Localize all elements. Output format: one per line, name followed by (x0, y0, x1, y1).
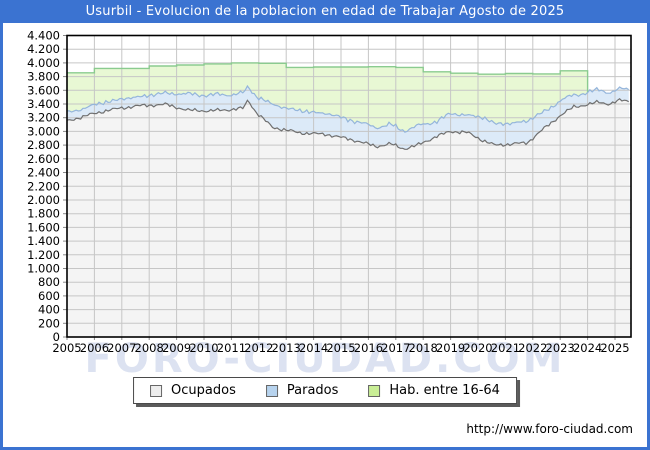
svg-text:2006: 2006 (80, 341, 109, 355)
svg-text:4.200: 4.200 (27, 42, 60, 56)
series-ocupados-line (66, 98, 629, 150)
population-area-chart: 02004006008001.0001.2001.4001.6001.8002.… (27, 29, 632, 355)
svg-text:2007: 2007 (107, 341, 136, 355)
svg-text:2005: 2005 (52, 341, 81, 355)
svg-text:200: 200 (38, 316, 60, 330)
svg-text:2024: 2024 (573, 341, 602, 355)
legend-item-hab-16-64: Hab. entre 16-64 (368, 383, 500, 398)
svg-text:2022: 2022 (518, 341, 547, 355)
legend-swatch-ocupados (150, 384, 163, 397)
svg-text:2.200: 2.200 (27, 179, 60, 193)
svg-text:2020: 2020 (463, 341, 492, 355)
svg-text:2014: 2014 (299, 341, 328, 355)
footer-link[interactable]: http://www.foro-ciudad.com (466, 422, 633, 436)
svg-text:4.000: 4.000 (27, 56, 60, 70)
svg-text:2.400: 2.400 (27, 166, 60, 180)
svg-text:2.800: 2.800 (27, 138, 60, 152)
svg-text:4.400: 4.400 (27, 29, 60, 43)
svg-text:400: 400 (38, 303, 60, 317)
svg-text:2008: 2008 (135, 341, 164, 355)
plot-border (66, 34, 632, 338)
svg-text:3.200: 3.200 (27, 111, 60, 125)
legend-label-ocupados: Ocupados (171, 383, 236, 398)
svg-text:3.800: 3.800 (27, 70, 60, 84)
svg-text:2025: 2025 (600, 341, 629, 355)
svg-text:3.000: 3.000 (27, 124, 60, 138)
svg-text:2019: 2019 (436, 341, 465, 355)
legend-item-parados: Parados (265, 383, 339, 398)
svg-text:1.000: 1.000 (27, 262, 60, 276)
svg-text:3.600: 3.600 (27, 83, 60, 97)
svg-text:2013: 2013 (272, 341, 301, 355)
chart-legend: Ocupados Parados Hab. entre 16-64 (133, 377, 517, 404)
gridlines (67, 35, 631, 337)
svg-text:2018: 2018 (409, 341, 438, 355)
svg-text:2023: 2023 (546, 341, 575, 355)
legend-swatch-hab-16-64 (368, 384, 381, 397)
svg-text:1.200: 1.200 (27, 248, 60, 262)
svg-text:0: 0 (53, 330, 60, 344)
svg-text:1.600: 1.600 (27, 220, 60, 234)
series-parados-line (66, 84, 630, 133)
svg-text:2.600: 2.600 (27, 152, 60, 166)
legend-label-hab-16-64: Hab. entre 16-64 (389, 383, 500, 398)
y-axis-labels: 02004006008001.0001.2001.4001.6001.8002.… (27, 29, 60, 345)
svg-text:1.400: 1.400 (27, 234, 60, 248)
svg-text:2016: 2016 (354, 341, 383, 355)
svg-text:2012: 2012 (244, 341, 273, 355)
legend-label-parados: Parados (286, 383, 339, 398)
svg-text:2010: 2010 (189, 341, 218, 355)
svg-text:2009: 2009 (162, 341, 191, 355)
svg-text:1.800: 1.800 (27, 207, 60, 221)
svg-text:2015: 2015 (326, 341, 355, 355)
title-bar: Usurbil - Evolucion de la poblacion en e… (3, 0, 647, 23)
svg-text:2.000: 2.000 (27, 193, 60, 207)
svg-text:2011: 2011 (217, 341, 246, 355)
series-hab-16-64-line (67, 62, 589, 93)
svg-text:2017: 2017 (381, 341, 410, 355)
svg-text:600: 600 (38, 289, 60, 303)
legend-item-ocupados: Ocupados (150, 383, 236, 398)
svg-text:2021: 2021 (491, 341, 520, 355)
x-axis-labels: 2005200620072008200920102011201220132014… (52, 341, 629, 355)
svg-text:800: 800 (38, 275, 60, 289)
svg-text:3.400: 3.400 (27, 97, 60, 111)
chart-area: FORO-CIUDAD.COM 0 200 400 600 800 1.000 1.200 1… (3, 23, 647, 447)
legend-swatch-parados (265, 384, 278, 397)
window-title: Usurbil - Evolucion de la poblacion en e… (85, 4, 565, 19)
